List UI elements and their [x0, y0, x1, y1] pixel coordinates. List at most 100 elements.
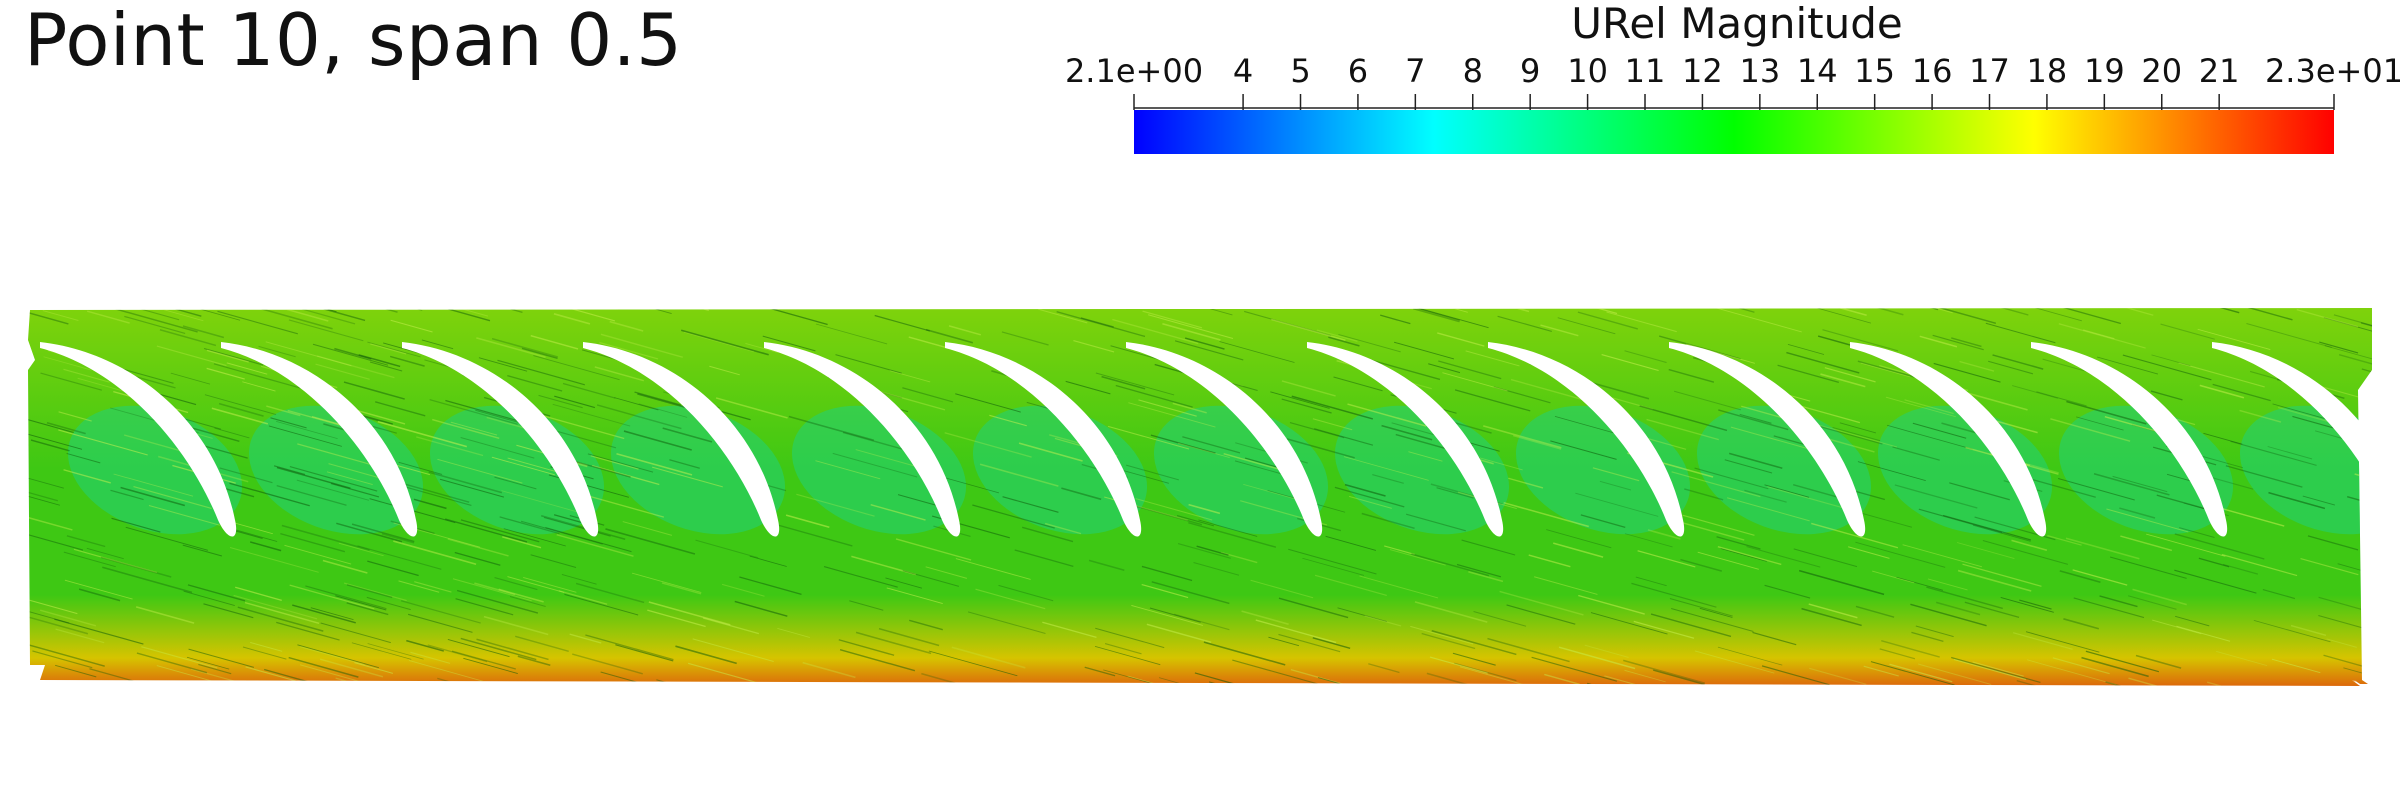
streamline [289, 466, 378, 492]
streamline [213, 363, 301, 389]
streamline [494, 576, 538, 591]
streamline [2307, 535, 2359, 551]
streamline [1995, 420, 2038, 434]
streamline [2319, 341, 2359, 354]
streamline [123, 434, 183, 452]
streamline [1042, 621, 1097, 639]
streamline [469, 698, 541, 700]
streamline [1138, 399, 1197, 417]
streamline [1546, 529, 1612, 549]
streamline [405, 308, 489, 317]
streamline [648, 693, 711, 700]
streamline [190, 668, 236, 682]
streamline [547, 428, 617, 449]
colorbar-tick-label: 14 [1797, 52, 1838, 90]
streamline [1949, 482, 2010, 501]
streamline [1095, 627, 1165, 649]
streamline [1428, 363, 1461, 374]
streamline [1021, 526, 1074, 543]
streamline [955, 393, 1021, 413]
streamline [451, 650, 516, 670]
streamline [351, 642, 412, 660]
streamline [622, 521, 673, 536]
streamline [2011, 539, 2048, 552]
streamline [375, 401, 426, 417]
streamline [683, 331, 755, 353]
streamline [414, 581, 452, 593]
streamline [307, 308, 366, 322]
streamline [454, 551, 501, 566]
streamline [815, 460, 881, 480]
streamline [335, 595, 387, 611]
streamline [2174, 569, 2257, 594]
streamline [229, 482, 310, 507]
streamline [1325, 535, 1377, 551]
streamline [1131, 605, 1204, 626]
streamline [851, 555, 917, 576]
streamline [507, 576, 565, 593]
streamline [2050, 418, 2131, 442]
streamline [1601, 354, 1659, 372]
streamline [456, 589, 539, 614]
streamline [1278, 633, 1341, 653]
streamline [1964, 601, 2020, 619]
streamline [1892, 446, 1940, 461]
streamline [1499, 590, 1584, 616]
streamline [1049, 690, 1137, 700]
streamline [2370, 675, 2372, 686]
streamline [288, 656, 359, 678]
streamline [709, 365, 740, 376]
colorbar-tick-label: 5 [1290, 52, 1310, 90]
streamline [1177, 442, 1230, 459]
streamline [398, 461, 443, 475]
streamline [596, 404, 682, 430]
streamline [530, 334, 579, 350]
streamline [1454, 389, 1531, 412]
streamline [1312, 418, 1353, 431]
streamline [1816, 308, 1872, 324]
streamline [1188, 503, 1221, 515]
streamline [1103, 669, 1173, 686]
streamline [1706, 694, 1769, 700]
streamline [2212, 383, 2271, 402]
streamline [214, 427, 250, 439]
streamline [870, 504, 926, 521]
streamline [1985, 322, 2056, 344]
streamline [2365, 534, 2372, 557]
streamline [46, 422, 86, 435]
streamline [687, 662, 760, 684]
streamline [1348, 495, 1392, 509]
streamline [1461, 539, 1516, 556]
streamline [1885, 396, 1956, 418]
blade-cutout [1307, 342, 1504, 537]
streamline [2372, 284, 2400, 297]
streamline [1612, 397, 1653, 410]
streamline [2036, 391, 2087, 407]
streamline [1870, 661, 1955, 686]
streamline [1222, 699, 1271, 700]
streamline [445, 399, 531, 425]
streamline [585, 634, 674, 661]
streamline [32, 650, 93, 669]
streamline [2197, 328, 2271, 350]
streamline [925, 566, 968, 579]
streamline [250, 641, 283, 652]
streamline [2230, 440, 2317, 466]
streamline [2132, 588, 2187, 606]
streamline [728, 688, 797, 700]
streamline [1198, 519, 1258, 537]
streamline [1671, 471, 1761, 498]
streamline [110, 489, 144, 501]
streamline [1912, 422, 1967, 439]
streamline [569, 633, 602, 644]
streamline [1407, 308, 1489, 329]
streamline [1575, 492, 1659, 517]
streamline [362, 308, 398, 313]
streamline [233, 594, 318, 620]
streamline [835, 354, 902, 374]
streamline [463, 657, 518, 674]
streamline [995, 683, 1069, 686]
streamline [370, 343, 407, 355]
streamline [450, 421, 498, 436]
streamline [226, 362, 268, 375]
